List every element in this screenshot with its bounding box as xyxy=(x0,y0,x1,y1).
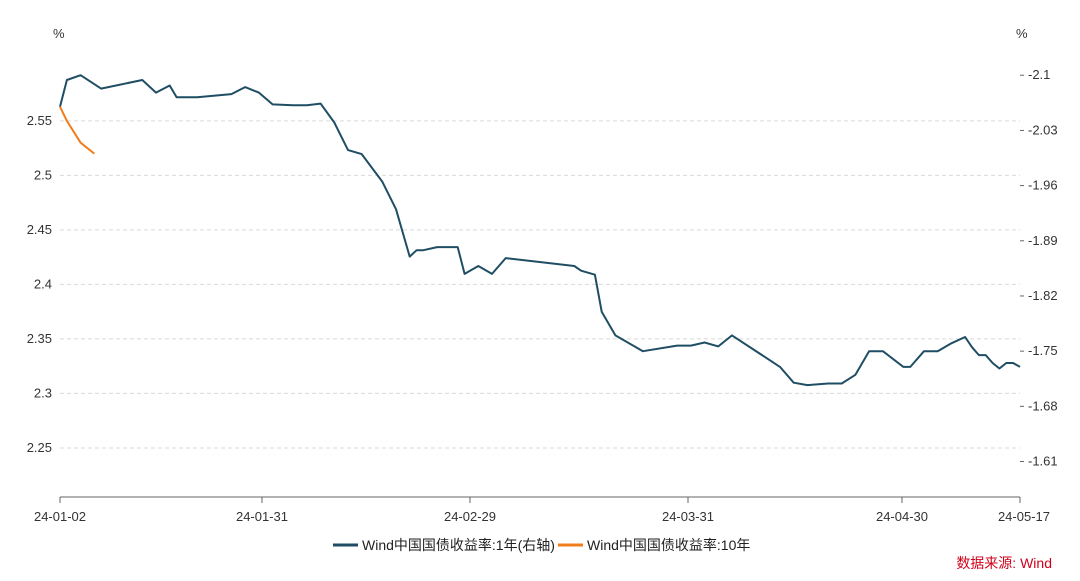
left-y-tick-label: 2.25 xyxy=(27,440,52,455)
right-y-tick-label: -1.61 xyxy=(1028,454,1058,469)
left-axis-unit: % xyxy=(53,26,65,41)
right-y-tick-label: -1.96 xyxy=(1028,178,1058,193)
x-tick-label: 24-01-31 xyxy=(236,509,288,524)
right-y-tick-label: -1.75 xyxy=(1028,343,1058,358)
right-y-tick-label: -2.03 xyxy=(1028,122,1058,137)
x-tick-label: 24-05-17 xyxy=(998,509,1050,524)
right-y-tick-label: -2.1 xyxy=(1028,67,1050,82)
x-tick-label: 24-03-31 xyxy=(662,509,714,524)
legend-label-10y: Wind中国国债收益率:10年 xyxy=(587,537,750,553)
left-y-tick-label: 2.35 xyxy=(27,331,52,346)
x-axis-ticks: 24-01-02 24-01-31 24-02-29 24-03-31 24-04-30… xyxy=(34,497,1050,524)
x-tick-label: 24-04-30 xyxy=(876,509,928,524)
legend-label-1y: Wind中国国债收益率:1年(右轴) xyxy=(362,537,555,553)
left-y-tick-label: 2.45 xyxy=(27,222,52,237)
left-y-tick-label: 2.5 xyxy=(34,167,52,182)
left-y-tick-label: 2.55 xyxy=(27,113,52,128)
series-lines xyxy=(59,74,1021,387)
left-y-axis-ticks: 2.25 2.3 2.35 2.4 2.45 2.5 2.55 xyxy=(27,113,52,455)
left-y-tick-label: 2.4 xyxy=(34,276,52,291)
data-source: 数据来源: Wind xyxy=(956,555,1052,571)
series-line-1y xyxy=(59,74,1021,387)
right-y-tick-label: -1.82 xyxy=(1028,288,1058,303)
right-axis-unit: % xyxy=(1016,26,1028,41)
right-y-axis-ticks: -1.61 -1.68 -1.75 -1.82 -1.89 -1.96 -2.03 -2.1 xyxy=(1020,67,1058,469)
x-tick-label: 24-02-29 xyxy=(444,509,496,524)
x-tick-label: 24-01-02 xyxy=(34,509,86,524)
left-y-tick-label: 2.3 xyxy=(34,385,52,400)
gridlines xyxy=(60,120,1020,449)
legend: Wind中国国债收益率:1年(右轴) Wind中国国债收益率:10年 xyxy=(333,537,750,553)
series-line-10y xyxy=(59,106,95,155)
right-y-tick-label: -1.89 xyxy=(1028,233,1058,248)
right-y-tick-label: -1.68 xyxy=(1028,398,1058,413)
